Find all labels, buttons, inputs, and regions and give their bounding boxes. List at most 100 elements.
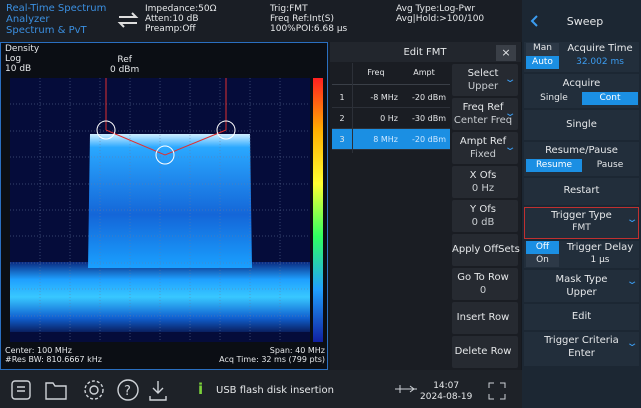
softkey-label: X Ofs — [469, 170, 497, 181]
ref: Ref 0 dBm — [110, 55, 139, 75]
softkey[interactable] — [452, 234, 518, 266]
input-info: Impedance:50Ω Atten:10 dB Preamp:Off — [145, 4, 216, 34]
softkey[interactable] — [452, 132, 518, 164]
toggle-off — [526, 254, 559, 267]
softkey[interactable] — [452, 166, 518, 198]
menu-item[interactable] — [524, 207, 639, 239]
option: Resume — [535, 160, 573, 170]
menu-item[interactable] — [524, 178, 639, 205]
softkey-label: Upper — [467, 81, 499, 92]
table-row[interactable] — [332, 129, 450, 150]
grid — [10, 78, 310, 342]
item-label: Trigger Criteria — [544, 335, 619, 346]
option: Pause — [596, 160, 624, 170]
item-value: 32.002 ms — [576, 57, 624, 67]
chevron: ⌄ — [503, 142, 517, 153]
chevron: ⌄ — [625, 276, 639, 287]
table-row[interactable] — [332, 108, 450, 129]
softkey-label: Apply OffSets — [452, 244, 520, 255]
menu-item[interactable] — [524, 304, 639, 330]
mode-line: Real-Time Spectrum — [6, 3, 107, 14]
span: Span: 40 MHz — [269, 346, 325, 355]
panel-title: Edit FMT — [403, 47, 447, 58]
header-bar — [0, 0, 522, 42]
info-line: Freq Ref:Int(S) — [270, 14, 335, 24]
table-cell: -20 dBm — [412, 135, 446, 144]
close-button[interactable]: × — [496, 45, 516, 61]
toolbar-icons[interactable]: ? — [8, 376, 198, 404]
softkey[interactable] — [452, 268, 518, 300]
item-label: Resume/Pause — [545, 145, 618, 156]
softkey-label: 0 Hz — [471, 183, 495, 194]
item-label: Edit — [571, 311, 592, 322]
div: 10 dB — [5, 64, 32, 74]
softkey-label: Select — [467, 68, 499, 79]
chevron: ⌄ — [503, 108, 517, 119]
table-line — [332, 84, 450, 85]
softkey-label: 0 dB — [471, 217, 495, 228]
mode-line: Analyzer — [6, 14, 50, 25]
center: Center: 100 MHz — [5, 346, 72, 355]
plot-footer-left: Center: 100 MHz #Res BW: 810.6667 kHz — [5, 346, 102, 364]
info-line: Preamp:Off — [145, 24, 196, 34]
info-line: Impedance:50Ω — [145, 4, 217, 14]
avg-info: Avg Type:Log-Pwr Avg|Hold:>100/100 — [396, 4, 484, 24]
softkey[interactable] — [452, 336, 518, 368]
softkey-label: Freq Ref — [462, 102, 504, 113]
table-row[interactable] — [332, 87, 450, 108]
density-plot — [10, 78, 323, 342]
toggle-man: Man — [533, 43, 552, 53]
mode-line: Spectrum & PvT — [6, 25, 87, 36]
toggle-auto: Auto — [532, 57, 553, 67]
menu-item[interactable] — [524, 332, 639, 366]
chevron: ⌄ — [503, 74, 517, 85]
softkey[interactable] — [452, 200, 518, 232]
fullscreen-icon[interactable] — [486, 380, 508, 402]
softkey-label: Delete Row — [454, 346, 512, 357]
item-value: 1 µs — [590, 255, 610, 265]
toggle-on — [526, 56, 559, 69]
softkey-label: Ampt Ref — [459, 136, 507, 147]
column-header: Freq — [367, 68, 385, 77]
softkey[interactable] — [452, 64, 518, 96]
status-bar — [0, 370, 522, 408]
table-cell: -30 dBm — [412, 114, 446, 123]
softkey[interactable] — [452, 302, 518, 334]
table-cell: -8 MHz — [370, 93, 398, 102]
info-line: Trig:FMT — [270, 4, 308, 14]
item-value: Enter — [568, 348, 595, 359]
toggle-off — [526, 43, 559, 56]
svg-text:?: ? — [124, 384, 131, 399]
menu-title: Sweep — [566, 15, 604, 28]
acq: Acq Time: 32 ms (799 pts) — [219, 355, 325, 364]
info-line: Avg Type:Log-Pwr — [396, 4, 476, 14]
item-label: Acquire — [562, 78, 601, 89]
usb-icon — [395, 385, 417, 393]
menu-item[interactable] — [524, 110, 639, 140]
mode[interactable]: Real-Time Spectrum Analyzer Spectrum & P… — [6, 3, 106, 36]
back-icon[interactable] — [530, 14, 540, 28]
item-label: Mask Type — [555, 274, 608, 285]
softkey-label: Go To Row — [457, 272, 509, 283]
plot-footer-right: Span: 40 MHz Acq Time: 32 ms (799 pts) — [219, 346, 325, 364]
mask-points[interactable] — [96, 120, 236, 165]
option-on — [582, 92, 638, 105]
table-cell: 1 — [339, 93, 345, 102]
table-cell: 3 — [339, 135, 345, 144]
column-header: Ampt — [413, 68, 435, 77]
item-label: Restart — [563, 185, 600, 196]
swap-icon[interactable] — [116, 10, 140, 30]
menu-item[interactable] — [524, 270, 639, 302]
softkey[interactable] — [452, 98, 518, 130]
info-line: Avg|Hold:>100/100 — [396, 14, 485, 24]
table-cell: 8 MHz — [373, 135, 398, 144]
clock: 14:07 2024-08-19 — [420, 381, 472, 403]
softkey-label: Fixed — [470, 149, 496, 160]
table-cell: -20 dBm — [412, 93, 446, 102]
view: Density — [5, 44, 40, 54]
row-number-column — [352, 63, 353, 153]
softkey-label: Y Ofs — [470, 204, 496, 215]
info-icon: i — [198, 380, 204, 398]
ref-label: Ref — [117, 55, 132, 65]
status-message: USB flash disk insertion — [216, 385, 334, 396]
